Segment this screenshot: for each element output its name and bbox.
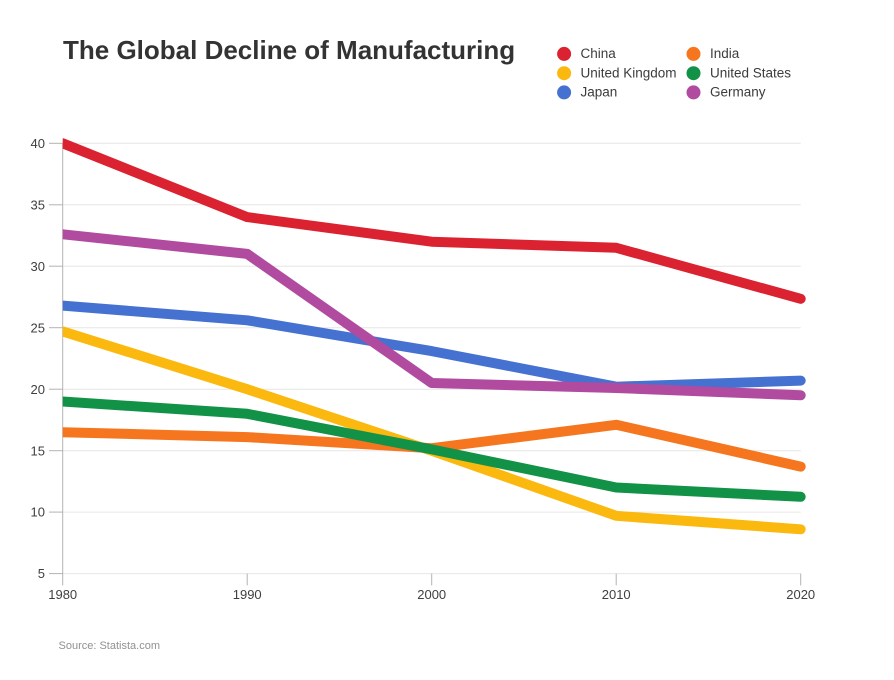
svg-text:5: 5 xyxy=(38,566,45,581)
svg-text:United States: United States xyxy=(710,66,791,81)
svg-text:China: China xyxy=(581,46,617,61)
svg-text:Source: Statista.com: Source: Statista.com xyxy=(59,640,161,652)
svg-text:India: India xyxy=(710,46,740,61)
svg-text:15: 15 xyxy=(31,443,45,458)
svg-text:1990: 1990 xyxy=(233,587,262,602)
svg-text:2000: 2000 xyxy=(417,587,446,602)
svg-text:25: 25 xyxy=(31,320,45,335)
svg-text:The Global Decline of Manufact: The Global Decline of Manufacturing xyxy=(63,35,515,65)
svg-text:40: 40 xyxy=(31,136,45,151)
svg-text:30: 30 xyxy=(31,259,45,274)
svg-text:Germany: Germany xyxy=(710,85,766,100)
svg-text:2020: 2020 xyxy=(786,587,815,602)
svg-text:United Kingdom: United Kingdom xyxy=(581,66,677,81)
svg-text:Japan: Japan xyxy=(581,85,618,100)
svg-text:2010: 2010 xyxy=(602,587,631,602)
svg-text:10: 10 xyxy=(31,505,45,520)
svg-text:35: 35 xyxy=(31,197,45,212)
svg-text:20: 20 xyxy=(31,382,45,397)
svg-text:1980: 1980 xyxy=(48,587,77,602)
